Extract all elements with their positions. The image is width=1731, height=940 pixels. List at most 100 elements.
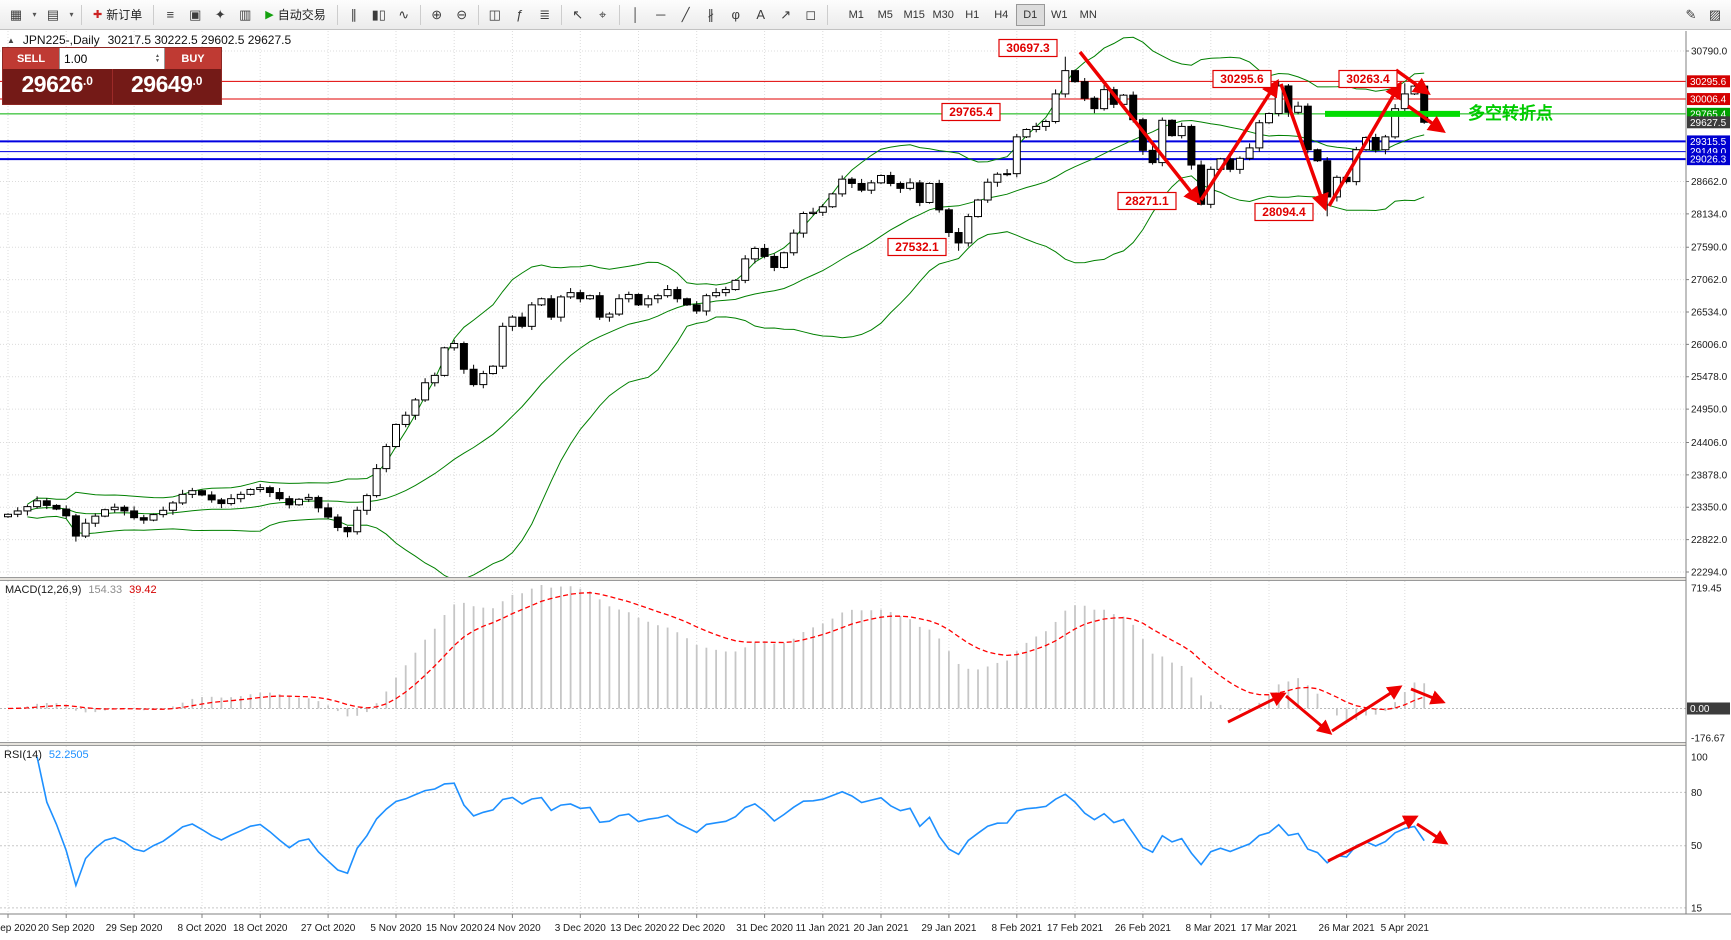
svg-text:28134.0: 28134.0 bbox=[1691, 209, 1728, 220]
candlestick-chart-icon[interactable]: ▮▯ bbox=[371, 6, 386, 22]
timeframe-m1[interactable]: M1 bbox=[848, 8, 864, 21]
horizontal-line-icon[interactable]: ─ bbox=[656, 7, 666, 22]
timeframe-mn[interactable]: MN bbox=[1079, 8, 1097, 21]
svg-text:100: 100 bbox=[1691, 752, 1708, 763]
navigator-icon[interactable]: ✦ bbox=[214, 6, 226, 22]
timeframe-m30[interactable]: M30 bbox=[932, 8, 954, 21]
timeframe-m15[interactable]: M15 bbox=[903, 8, 925, 21]
zoom-in-icon[interactable]: ⊕ bbox=[431, 6, 443, 22]
lot-down-icon[interactable]: ▼ bbox=[155, 57, 160, 64]
time-axis[interactable] bbox=[0, 914, 1731, 940]
channel-icon[interactable]: ∦ bbox=[707, 6, 714, 22]
trend-arrow[interactable] bbox=[1227, 692, 1287, 724]
autotrading-button[interactable]: ▶ 自动交易 bbox=[258, 4, 332, 26]
price-line-label: 29026.3 bbox=[1687, 153, 1730, 166]
trend-arrow[interactable] bbox=[1416, 822, 1449, 845]
toolbar-separator bbox=[618, 4, 620, 25]
indicators-icon[interactable]: ƒ bbox=[516, 7, 524, 22]
tile-windows-icon[interactable]: ◫ bbox=[488, 6, 501, 22]
price-annotation[interactable]: 30697.3 bbox=[998, 38, 1058, 58]
svg-text:0.00: 0.00 bbox=[1690, 704, 1710, 715]
shapes-icon[interactable]: ◻ bbox=[805, 6, 817, 22]
svg-text:17 Mar 2021: 17 Mar 2021 bbox=[1241, 923, 1298, 934]
new-chart-caret-icon[interactable]: ▾ bbox=[32, 10, 37, 19]
trend-arrow[interactable] bbox=[1199, 79, 1279, 201]
crosshair-icon[interactable]: ⌖ bbox=[599, 6, 607, 22]
timeframe-h4[interactable]: H4 bbox=[994, 8, 1009, 21]
trend-arrow[interactable] bbox=[1410, 687, 1446, 705]
rsi-panel[interactable] bbox=[0, 746, 1686, 914]
panel-separator-macd-rsi[interactable] bbox=[0, 742, 1731, 746]
templates-icon[interactable]: ▨ bbox=[1708, 6, 1722, 22]
toolbar-right-group: ✎ ▨ bbox=[1679, 4, 1727, 26]
price-annotation[interactable]: 28271.1 bbox=[1117, 191, 1177, 211]
data-window-icon[interactable]: ▣ bbox=[189, 6, 202, 22]
panel-separator-main-macd[interactable] bbox=[0, 577, 1731, 581]
timeframe-h1[interactable]: H1 bbox=[965, 8, 980, 21]
svg-text:8 Feb 2021: 8 Feb 2021 bbox=[991, 923, 1042, 934]
macd-signal-line bbox=[7, 592, 1425, 711]
timeframe-d1[interactable]: D1 bbox=[1015, 3, 1045, 26]
bar-chart-icon[interactable]: ∥ bbox=[350, 6, 357, 22]
sell-price-button[interactable]: 29626.0 bbox=[3, 69, 112, 104]
chart-title: ▲ JPN225-,Daily 30217.5 30222.5 29602.5 29… bbox=[7, 33, 291, 47]
autotrading-icon: ▶ bbox=[265, 9, 274, 21]
price-line-label: 30006.4 bbox=[1687, 93, 1730, 106]
buy-button[interactable]: BUY bbox=[165, 48, 221, 69]
toolbar-separator bbox=[336, 4, 338, 25]
trend-arrow[interactable] bbox=[1078, 50, 1202, 205]
svg-text:15 Nov 2020: 15 Nov 2020 bbox=[426, 923, 483, 934]
price-annotation[interactable]: 30263.4 bbox=[1338, 69, 1398, 89]
market-watch-icon[interactable]: ≡ bbox=[166, 7, 175, 22]
one-click-collapse-icon[interactable]: ▲ bbox=[7, 35, 15, 45]
svg-text:23878.0: 23878.0 bbox=[1691, 470, 1728, 481]
price-line-label: 29315.5 bbox=[1687, 135, 1730, 148]
fibonacci-icon[interactable]: φ bbox=[731, 7, 740, 22]
svg-text:719.45: 719.45 bbox=[1691, 583, 1722, 594]
objects-list-icon[interactable]: ≣ bbox=[539, 6, 551, 22]
line-chart-icon[interactable]: ∿ bbox=[398, 6, 410, 22]
timeframe-m5[interactable]: M5 bbox=[877, 8, 893, 21]
price-annotation[interactable]: 27532.1 bbox=[887, 237, 947, 257]
svg-text:27532.1: 27532.1 bbox=[895, 240, 939, 254]
trend-arrow[interactable] bbox=[1279, 83, 1329, 212]
svg-text:17 Feb 2021: 17 Feb 2021 bbox=[1047, 923, 1104, 934]
arrows-icon[interactable]: ↗ bbox=[780, 6, 792, 22]
trendline-icon[interactable]: ╱ bbox=[681, 6, 690, 22]
trend-arrow[interactable] bbox=[1327, 815, 1419, 863]
svg-text:30697.3: 30697.3 bbox=[1006, 41, 1050, 55]
toolbar-separator bbox=[560, 4, 562, 25]
profiles-caret-icon[interactable]: ▾ bbox=[69, 10, 74, 19]
zoom-out-icon[interactable]: ⊖ bbox=[456, 6, 468, 22]
cursor-icon[interactable]: ↖ bbox=[572, 6, 584, 22]
trend-arrow[interactable] bbox=[1394, 68, 1431, 96]
trend-arrow[interactable] bbox=[1285, 694, 1333, 735]
terminal-icon[interactable]: ▥ bbox=[239, 6, 252, 22]
price-annotation[interactable]: 28094.4 bbox=[1254, 202, 1314, 222]
svg-text:25478.0: 25478.0 bbox=[1691, 372, 1728, 383]
text-icon[interactable]: A bbox=[756, 7, 766, 22]
svg-text:30006.4: 30006.4 bbox=[1690, 95, 1727, 106]
sell-button[interactable]: SELL bbox=[3, 48, 59, 69]
vertical-line-icon[interactable]: │ bbox=[631, 7, 640, 22]
lot-up-icon[interactable]: ▲ bbox=[155, 52, 160, 59]
price-annotation[interactable]: 30295.6 bbox=[1212, 69, 1272, 89]
timeframe-w1[interactable]: W1 bbox=[1050, 8, 1068, 21]
buy-price-button[interactable]: 29649.0 bbox=[113, 69, 222, 104]
profiles-icon[interactable]: ▤ bbox=[46, 6, 60, 22]
trend-arrow[interactable] bbox=[1406, 104, 1446, 134]
svg-text:20 Jan 2021: 20 Jan 2021 bbox=[853, 923, 908, 934]
price-annotation[interactable]: 29765.4 bbox=[941, 102, 1001, 122]
lot-size-value[interactable]: 1.00 bbox=[64, 51, 88, 66]
price-axis[interactable] bbox=[1686, 31, 1731, 914]
trend-arrow[interactable] bbox=[1327, 80, 1402, 207]
new-chart-icon[interactable]: ▦ bbox=[9, 6, 23, 22]
lot-size-field[interactable]: 1.00 ▲ ▼ bbox=[59, 48, 165, 69]
trend-arrow[interactable] bbox=[1331, 685, 1403, 733]
new-order-button[interactable]: ✚ 新订单 bbox=[86, 4, 149, 26]
lot-spinner[interactable]: ▲ ▼ bbox=[155, 52, 160, 64]
svg-text:29 Jan 2021: 29 Jan 2021 bbox=[921, 923, 976, 934]
turning-point-label[interactable]: 多空转折点 bbox=[1468, 103, 1553, 123]
objects-edit-icon[interactable]: ✎ bbox=[1685, 6, 1697, 22]
